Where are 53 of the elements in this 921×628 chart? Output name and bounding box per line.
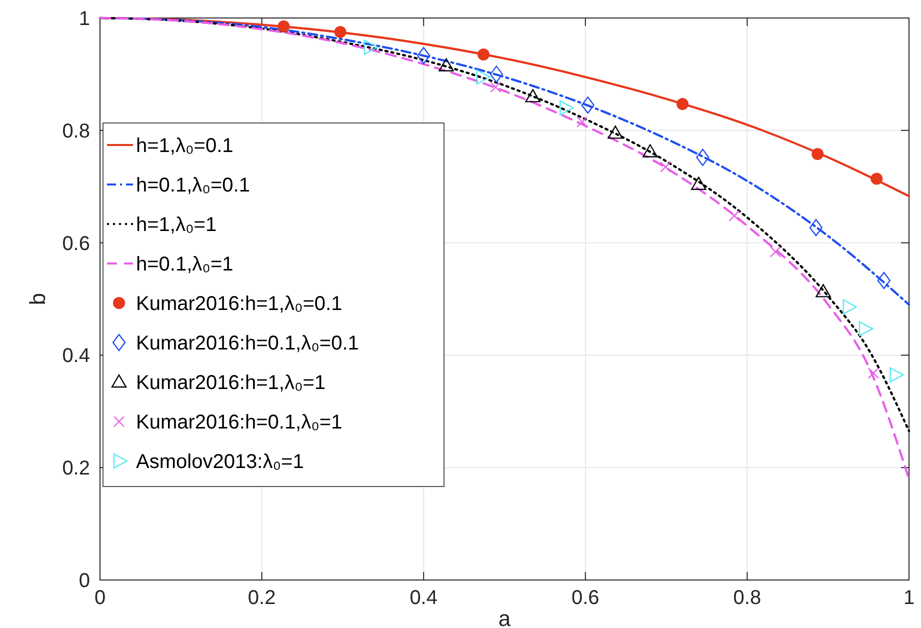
legend-label: Kumar2016:h=0.1,λ₀=1 xyxy=(136,412,342,434)
point xyxy=(642,144,658,158)
legend-label: h=0.1,λ₀=0.1 xyxy=(136,174,250,196)
point xyxy=(476,69,490,85)
point xyxy=(868,368,880,379)
legend-label: h=1,λ₀=0.1 xyxy=(136,135,234,157)
x-tick-label: 0.6 xyxy=(571,587,600,609)
point xyxy=(417,47,430,64)
x-axis-title: a xyxy=(498,606,512,628)
legend-label: Asmolov2013:λ₀=1 xyxy=(136,451,304,473)
point xyxy=(809,219,823,236)
point xyxy=(812,148,824,160)
y-tick-label: 0.6 xyxy=(62,232,90,255)
point xyxy=(890,367,904,382)
y-tick-label: 1 xyxy=(78,8,90,30)
x-tick-label: 1 xyxy=(903,587,915,609)
point xyxy=(490,66,504,83)
point xyxy=(676,98,688,110)
point xyxy=(691,176,706,190)
point xyxy=(576,116,588,128)
point xyxy=(490,82,502,93)
y-axis-title: b xyxy=(25,292,50,306)
legend-label: Kumar2016:h=1,λ₀=0.1 xyxy=(136,293,342,315)
point xyxy=(364,40,378,55)
point xyxy=(696,148,710,166)
y-tick-label: 0.4 xyxy=(62,345,90,368)
y-tick-label: 0 xyxy=(78,570,90,592)
legend-label: h=0.1,λ₀=1 xyxy=(136,254,234,276)
point xyxy=(816,284,831,298)
point xyxy=(877,272,891,290)
x-tick-label: 0.8 xyxy=(733,587,762,609)
y-tick-label: 0.8 xyxy=(62,120,90,142)
legend-label: Kumar2016:h=0.1,λ₀=0.1 xyxy=(136,332,359,354)
point xyxy=(560,100,574,116)
x-tick-label: 0.2 xyxy=(248,587,276,609)
point xyxy=(581,96,594,114)
point xyxy=(438,58,454,72)
point xyxy=(477,48,490,61)
point xyxy=(858,321,874,336)
legend-label: Kumar2016:h=1,λ₀=1 xyxy=(136,372,326,394)
point xyxy=(842,299,857,314)
point xyxy=(334,26,346,38)
x-tick-label: 0 xyxy=(94,587,106,609)
point xyxy=(525,89,540,102)
point xyxy=(728,210,740,222)
point xyxy=(660,161,672,173)
y-tick-label: 0.2 xyxy=(62,458,90,480)
legend-label: h=1,λ₀=1 xyxy=(136,214,217,236)
point xyxy=(608,126,623,139)
point xyxy=(278,20,290,32)
point xyxy=(770,246,782,258)
point xyxy=(870,172,883,185)
x-tick-label: 0.4 xyxy=(410,587,438,609)
